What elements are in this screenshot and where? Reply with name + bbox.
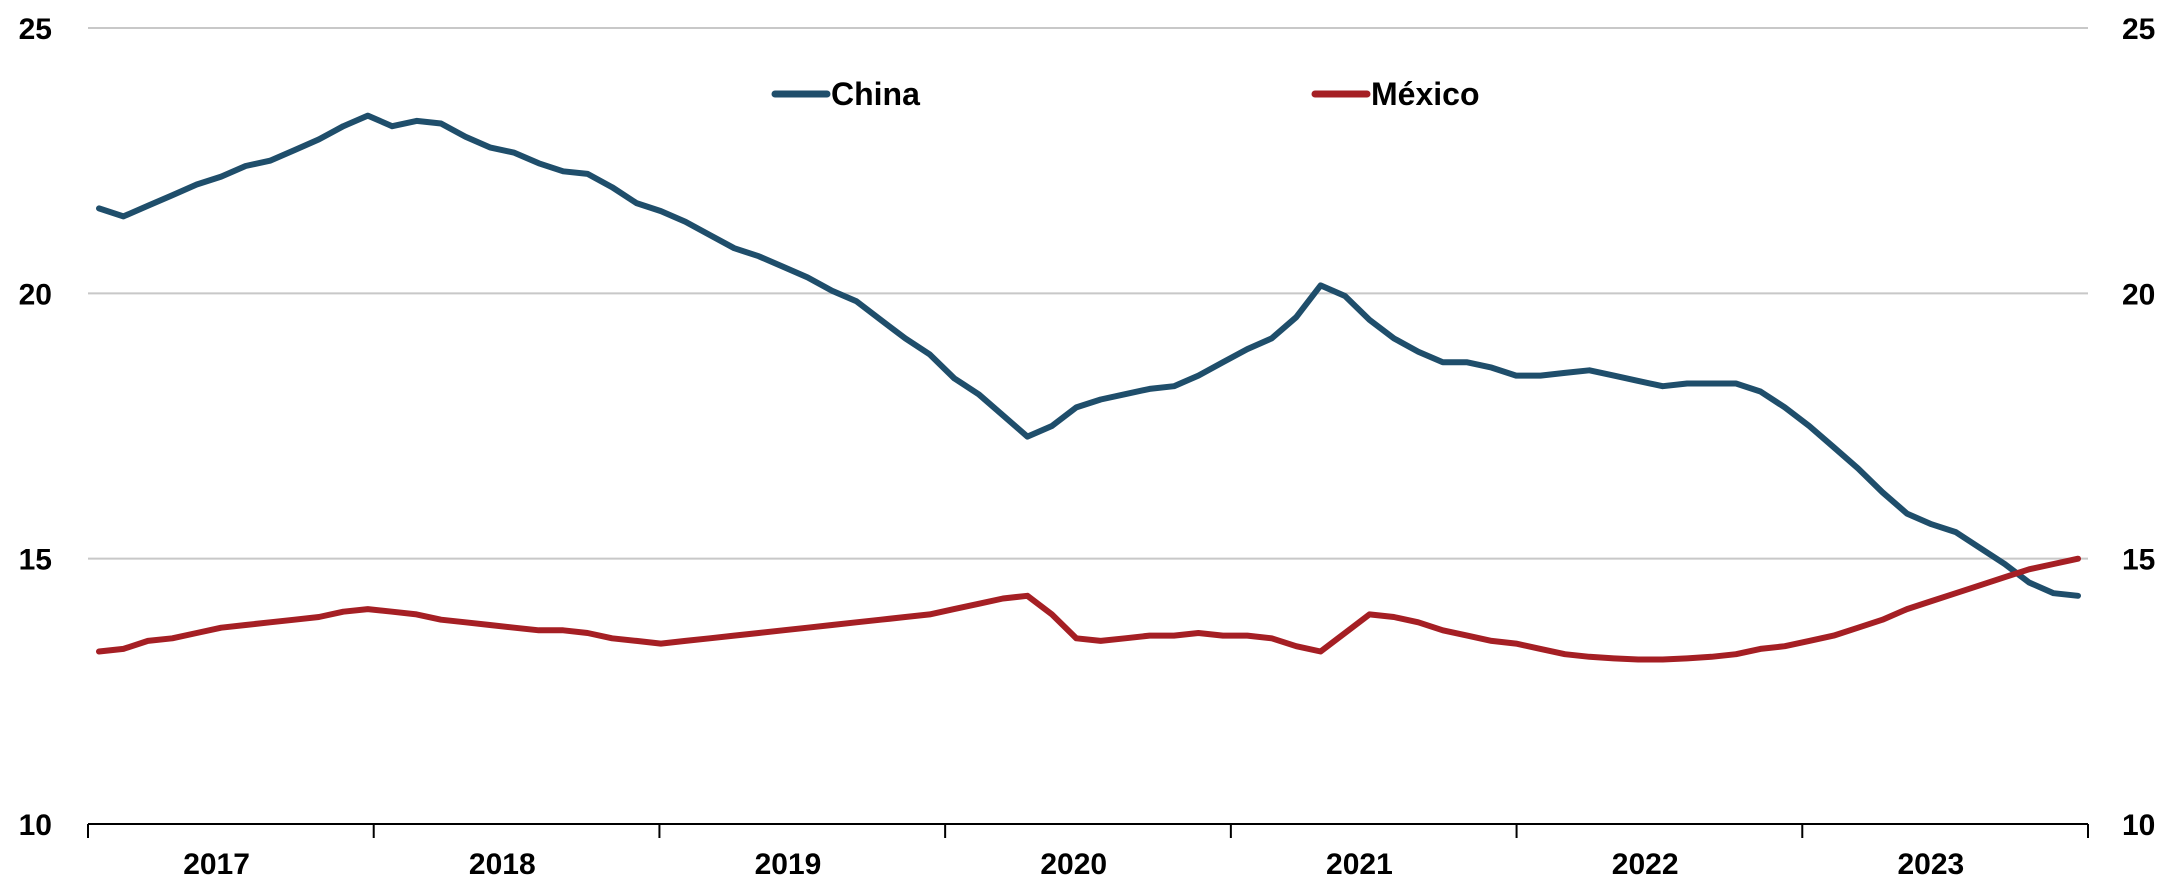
legend-label: China [831,76,920,112]
legend: China México [771,76,1479,112]
right-y-axis: 10 15 20 25 [2122,13,2155,842]
series-lines [96,112,2081,663]
left-y-tick-label: 10 [19,809,52,842]
x-tick-label: 2023 [1897,848,1964,876]
left-y-axis: 10 15 20 25 [19,13,52,842]
x-tick-label: 2020 [1040,848,1107,876]
series-line-mexico [96,555,2081,663]
left-y-tick-label: 20 [19,278,52,311]
left-y-tick-label: 15 [19,544,52,577]
x-tick-label: 2018 [469,848,536,876]
series-line-china [96,112,2081,599]
x-tick-label: 2022 [1612,848,1679,876]
right-y-tick-label: 20 [2122,278,2155,311]
x-axis: 2017 2018 2019 2020 2021 2022 2023 [87,823,2089,876]
legend-label: México [1371,76,1479,112]
x-tick-label: 2017 [183,848,250,876]
right-y-tick-label: 25 [2122,13,2155,46]
gridlines [88,27,2088,560]
x-tick-label: 2019 [755,848,822,876]
right-y-tick-label: 10 [2122,809,2155,842]
x-tick-label: 2021 [1326,848,1393,876]
right-y-tick-label: 15 [2122,544,2155,577]
left-y-tick-label: 25 [19,13,52,46]
